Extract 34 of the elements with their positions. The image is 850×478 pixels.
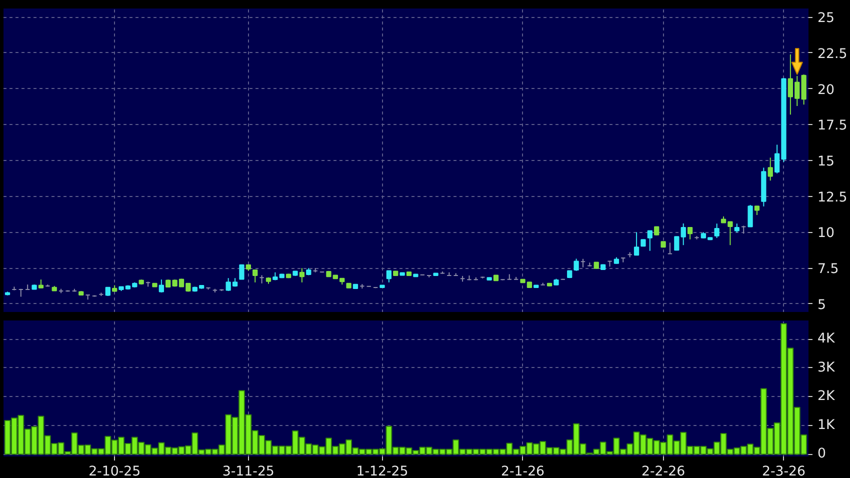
candlestick [748,204,753,228]
x-tick-label: 2-3-26 [762,464,806,478]
candlestick [754,205,760,216]
candlestick [252,268,258,283]
candlestick [299,268,305,283]
y-tick-label: 5 [818,298,826,313]
y-tick-label: 17.5 [818,118,848,134]
y-tick-label: 3K [818,360,836,376]
x-tick-label: 3-11-25 [222,464,274,478]
y-tick-label: 15 [818,154,834,170]
y-tick-label: 0 [818,446,826,462]
y-tick-label: 20 [818,82,834,98]
y-tick-label: 4K [818,332,836,347]
x-tick-label: 2-10-25 [88,464,141,478]
x-tick-label: 2-2-26 [642,464,686,478]
x-tick-label: 2-1-26 [501,464,545,478]
y-tick-label: 22.5 [818,46,848,62]
y-tick-label: 25 [818,11,834,26]
y-tick-label: 7.5 [818,262,839,278]
candlestick [768,157,773,182]
y-tick-label: 12.5 [818,190,848,206]
candlestick [714,223,720,238]
y-tick-label: 2K [818,389,836,404]
y-tick-label: 1K [818,418,836,433]
candlestick [386,270,392,283]
candlestick [574,258,579,272]
candlestick [687,226,693,240]
candlestick [158,279,164,293]
x-tick-label: 1-12-25 [356,464,408,478]
candlestick [634,232,640,256]
y-tick-label: 10 [818,226,834,242]
candlestick [674,236,680,252]
candlestick [680,222,686,246]
candlestick [647,230,652,252]
